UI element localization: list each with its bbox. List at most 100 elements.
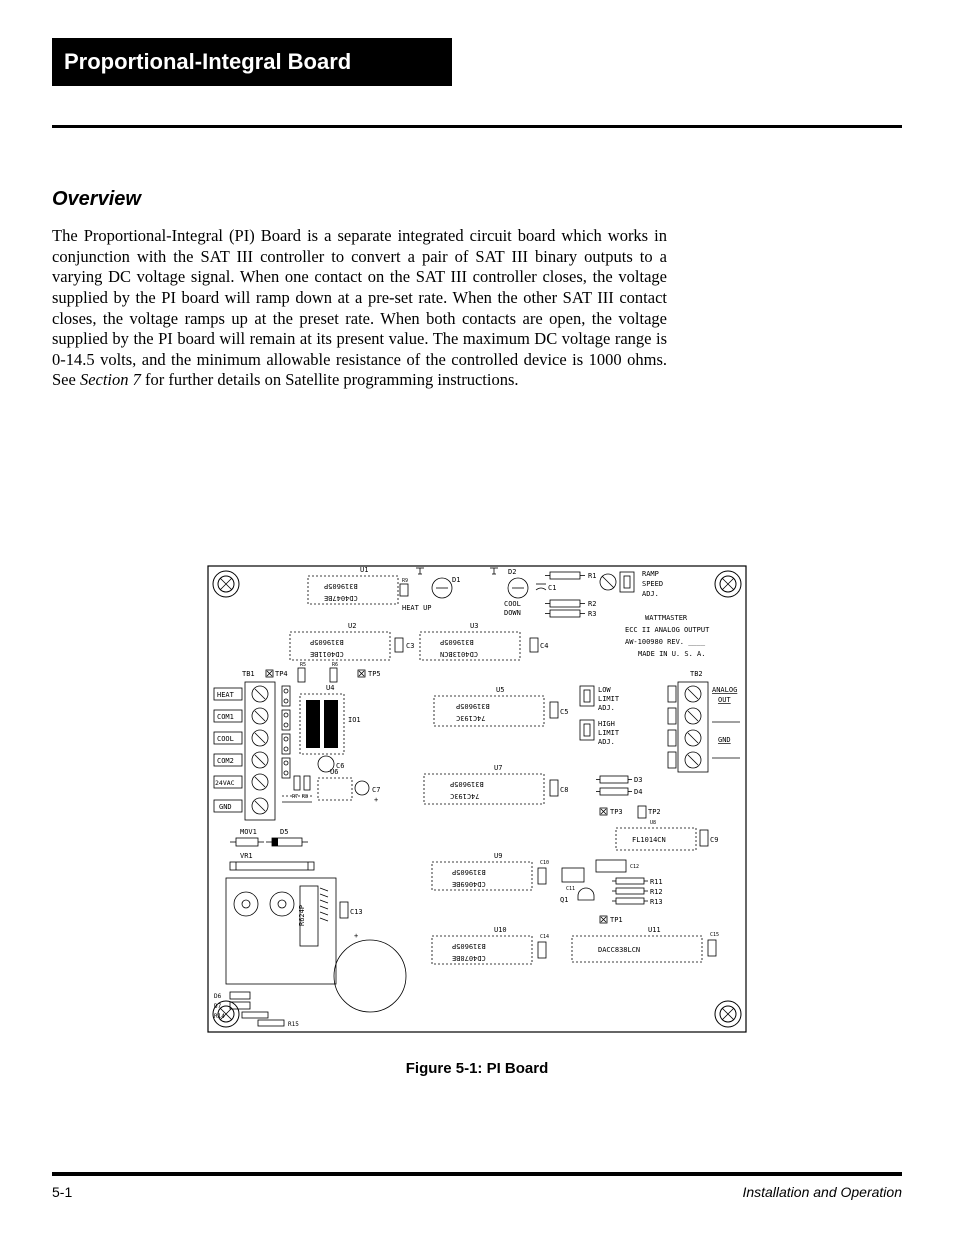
svg-text:C15: C15 — [710, 932, 719, 938]
svg-text:B319605P: B319605P — [324, 582, 358, 590]
svg-text:C10: C10 — [540, 860, 549, 866]
svg-text:TP2: TP2 — [648, 808, 661, 816]
svg-text:C13: C13 — [350, 908, 363, 916]
pcb-figure: WATTMASTER ECC II ANALOG OUTPUT AW-10098… — [200, 558, 754, 1040]
svg-text:Q1: Q1 — [560, 896, 568, 904]
svg-text:VR1: VR1 — [240, 852, 253, 860]
svg-text:R5: R5 — [300, 662, 306, 668]
svg-text:LOW: LOW — [598, 686, 611, 694]
corner-screw-br — [715, 1001, 741, 1027]
svg-text:B319605P: B319605P — [452, 868, 486, 876]
svg-text:B319605P: B319605P — [310, 638, 344, 646]
svg-text:D1: D1 — [452, 576, 460, 584]
svg-text:OUT: OUT — [718, 696, 731, 704]
svg-text:74C193C: 74C193C — [450, 792, 480, 800]
svg-text:B319605P: B319605P — [452, 942, 486, 950]
section-link: Section 7 — [80, 370, 141, 389]
svg-text:TB1: TB1 — [242, 670, 255, 678]
svg-text:HEAT UP: HEAT UP — [402, 604, 432, 612]
figure-caption: Figure 5-1: PI Board — [52, 1060, 902, 1077]
svg-text:R9: R9 — [402, 578, 408, 584]
svg-text:C7: C7 — [372, 786, 380, 794]
svg-text:HIGH: HIGH — [598, 720, 615, 728]
svg-text:LIMIT: LIMIT — [598, 729, 620, 737]
svg-text:ANALOG: ANALOG — [712, 686, 737, 694]
svg-text:U3: U3 — [470, 622, 478, 630]
svg-text:GND: GND — [718, 736, 731, 744]
svg-text:CD4069BE: CD4069BE — [452, 880, 486, 888]
body-text-1: The Proportional-Integral (PI) Board is … — [52, 226, 667, 389]
svg-text:TP4: TP4 — [275, 670, 288, 678]
header-bar: Proportional-Integral Board — [52, 38, 452, 86]
svg-text:C5: C5 — [560, 708, 568, 716]
svg-text:U5: U5 — [496, 686, 504, 694]
svg-text:ADJ.: ADJ. — [598, 738, 615, 746]
svg-text:B319605P: B319605P — [440, 638, 474, 646]
svg-text:U1: U1 — [360, 566, 368, 574]
ramp-label-2: SPEED — [642, 580, 663, 588]
svg-text:C14: C14 — [540, 934, 549, 940]
svg-text:R6: R6 — [332, 662, 338, 668]
svg-text:COOL: COOL — [217, 735, 234, 743]
svg-text:B319605P: B319605P — [450, 780, 484, 788]
svg-text:R15: R15 — [288, 1021, 299, 1028]
svg-text:R11: R11 — [650, 878, 663, 886]
corner-screw-tl — [213, 571, 239, 597]
svg-text:R2: R2 — [588, 600, 596, 608]
svg-text:DACC838LCN: DACC838LCN — [598, 946, 640, 954]
svg-text:TB2: TB2 — [690, 670, 703, 678]
svg-text:C8: C8 — [560, 786, 568, 794]
svg-text:U8: U8 — [650, 820, 656, 826]
svg-text:R7: R7 — [292, 794, 298, 800]
svg-text:TP3: TP3 — [610, 808, 623, 816]
board-label-3: AW-100980 REV. ____ — [625, 638, 706, 646]
svg-text:CD4011BE: CD4011BE — [310, 650, 344, 658]
svg-text:COM2: COM2 — [217, 757, 234, 765]
board-label-4: MADE IN U. S. A. — [638, 650, 705, 658]
svg-text:D7: D7 — [214, 1003, 222, 1010]
svg-text:74C193C: 74C193C — [456, 714, 486, 722]
svg-text:CD4078BE: CD4078BE — [452, 954, 486, 962]
svg-text:R1: R1 — [588, 572, 596, 580]
bottom-rule — [52, 1172, 902, 1176]
svg-text:MOV1: MOV1 — [240, 828, 257, 836]
svg-text:D6: D6 — [214, 993, 222, 1000]
board-label-2: ECC II ANALOG OUTPUT — [625, 626, 710, 634]
svg-text:HEAT: HEAT — [217, 691, 235, 699]
svg-text:U4: U4 — [326, 684, 334, 692]
svg-text:TP5: TP5 — [368, 670, 381, 678]
svg-text:U11: U11 — [648, 926, 661, 934]
pcb-schematic: WATTMASTER ECC II ANALOG OUTPUT AW-10098… — [200, 558, 754, 1040]
svg-text:B319605P: B319605P — [456, 702, 490, 710]
tb1-terminals — [252, 686, 268, 814]
svg-text:D5: D5 — [280, 828, 288, 836]
svg-text:C9: C9 — [710, 836, 718, 844]
svg-text:C4: C4 — [540, 642, 548, 650]
svg-text:LIMIT: LIMIT — [598, 695, 620, 703]
svg-text:U9: U9 — [494, 852, 502, 860]
svg-text:R14: R14 — [214, 1013, 225, 1020]
svg-text:U10: U10 — [494, 926, 507, 934]
svg-text:C1: C1 — [548, 584, 556, 592]
svg-text:R3: R3 — [588, 610, 596, 618]
svg-text:R12: R12 — [650, 888, 663, 896]
svg-text:C11: C11 — [566, 886, 575, 892]
corner-screw-tr — [715, 571, 741, 597]
top-rule — [52, 125, 902, 128]
footer-doc: Installation and Operation — [742, 1184, 902, 1200]
svg-text:D2: D2 — [508, 568, 516, 576]
svg-text:TP1: TP1 — [610, 916, 623, 924]
ramp-label-1: RAMP — [642, 570, 659, 578]
svg-text:COOL: COOL — [504, 600, 521, 608]
svg-text:D4: D4 — [634, 788, 642, 796]
footer-page: 5-1 — [52, 1184, 72, 1200]
svg-text:IO1: IO1 — [348, 716, 361, 724]
body-text-2: for further details on Satellite program… — [141, 370, 519, 389]
svg-text:24VAC: 24VAC — [215, 779, 235, 787]
svg-text:U6: U6 — [330, 768, 338, 776]
svg-text:+: + — [354, 932, 358, 940]
body-paragraph: The Proportional-Integral (PI) Board is … — [52, 226, 667, 391]
svg-text:U7: U7 — [494, 764, 502, 772]
svg-text:U2: U2 — [348, 622, 356, 630]
svg-text:CD4013BCN: CD4013BCN — [440, 650, 478, 658]
